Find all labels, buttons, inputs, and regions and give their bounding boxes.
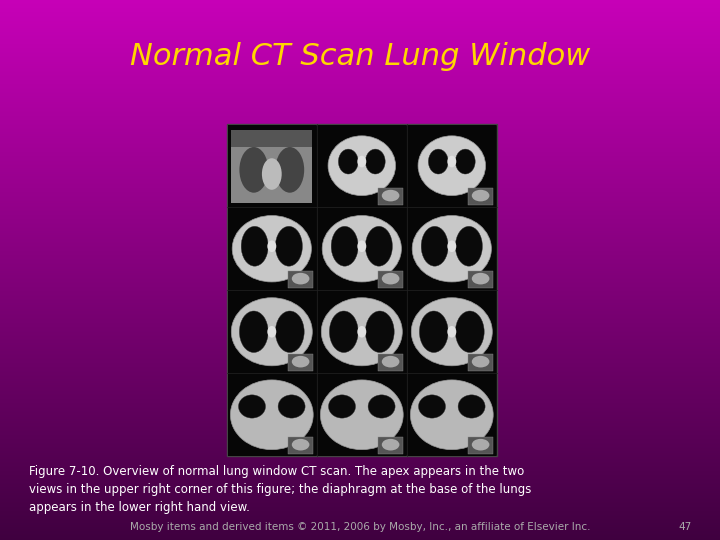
Text: views in the upper right corner of this figure; the diaphragm at the base of the: views in the upper right corner of this … [29,483,531,496]
Bar [408,291,496,373]
Bar [318,374,406,456]
Bar [408,125,496,207]
Ellipse shape [331,226,359,266]
Ellipse shape [382,356,400,367]
Ellipse shape [418,136,485,195]
Ellipse shape [418,395,446,418]
Ellipse shape [322,215,402,282]
Bar [468,271,493,288]
Bar [231,130,312,203]
Ellipse shape [329,311,358,353]
Ellipse shape [472,439,490,450]
Ellipse shape [267,326,276,338]
Text: Mosby items and derived items © 2011, 2006 by Mosby, Inc., an affiliate of Elsev: Mosby items and derived items © 2011, 20… [130,522,590,531]
Ellipse shape [419,311,448,353]
Ellipse shape [472,190,490,201]
Ellipse shape [357,156,366,167]
Ellipse shape [357,240,366,252]
Ellipse shape [262,158,282,190]
Ellipse shape [455,311,484,353]
Ellipse shape [267,240,276,252]
Text: 47: 47 [678,522,691,531]
Text: Figure 7-10. Overview of normal lung window CT scan. The apex appears in the two: Figure 7-10. Overview of normal lung win… [29,465,524,478]
Ellipse shape [412,215,491,282]
Bar [378,437,403,454]
Bar [228,208,316,289]
Ellipse shape [292,273,310,285]
Bar [228,374,316,456]
Bar [288,271,313,288]
Ellipse shape [411,298,492,366]
Bar [228,291,316,373]
Bar [227,124,497,456]
Ellipse shape [428,149,448,174]
Ellipse shape [447,326,456,338]
Ellipse shape [357,326,366,338]
Ellipse shape [321,298,402,366]
Ellipse shape [232,215,312,282]
Bar [378,188,403,205]
Ellipse shape [447,156,456,167]
Text: appears in the lower right hand view.: appears in the lower right hand view. [29,501,250,514]
Ellipse shape [328,136,395,195]
Ellipse shape [231,298,312,366]
Ellipse shape [382,273,400,285]
Ellipse shape [320,380,403,450]
Ellipse shape [382,190,400,201]
Bar [288,437,313,454]
Ellipse shape [241,226,269,266]
Ellipse shape [365,226,392,266]
Bar [231,130,312,147]
Ellipse shape [338,149,358,174]
Ellipse shape [239,311,268,353]
Ellipse shape [472,273,490,285]
Ellipse shape [276,147,304,193]
Bar [378,271,403,288]
Bar [468,354,493,371]
Ellipse shape [275,226,302,266]
Ellipse shape [328,395,356,418]
Ellipse shape [382,439,400,450]
Ellipse shape [472,356,490,367]
Ellipse shape [238,395,266,418]
Ellipse shape [278,395,305,418]
Bar [318,125,406,207]
Ellipse shape [455,226,482,266]
Text: Normal CT Scan Lung Window: Normal CT Scan Lung Window [130,42,590,71]
Bar [378,354,403,371]
Ellipse shape [456,149,475,174]
Bar [468,188,493,205]
Ellipse shape [410,380,493,450]
Ellipse shape [447,240,456,252]
Bar [468,437,493,454]
Bar [408,374,496,456]
Ellipse shape [366,149,385,174]
Bar [318,291,406,373]
Ellipse shape [421,226,448,266]
Bar [228,125,316,207]
Ellipse shape [230,380,313,450]
Ellipse shape [368,395,395,418]
Ellipse shape [239,147,268,193]
Bar [408,208,496,289]
Bar [288,354,313,371]
Ellipse shape [365,311,394,353]
Ellipse shape [292,439,310,450]
Ellipse shape [292,356,310,367]
Ellipse shape [458,395,485,418]
Bar [318,208,406,289]
Ellipse shape [276,311,304,353]
